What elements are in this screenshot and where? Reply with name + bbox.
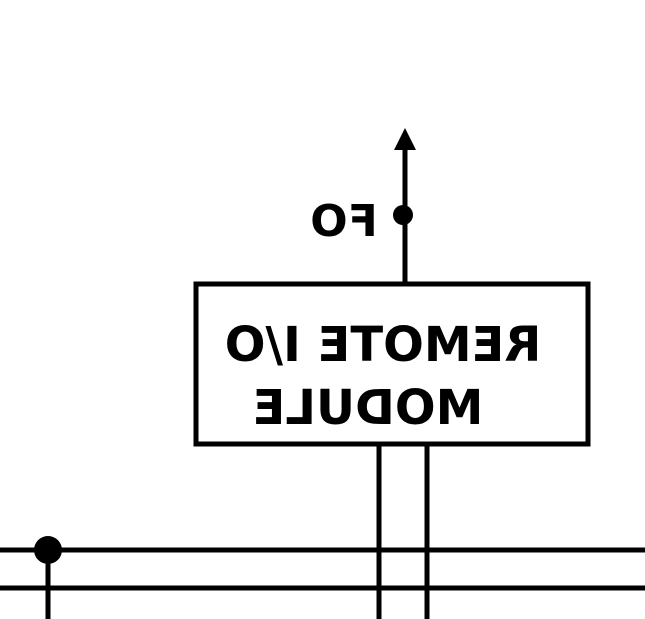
- fo-label: FO: [310, 196, 377, 247]
- fo-arrowhead-icon: [394, 128, 416, 150]
- remote-io-module-box: [193, 281, 591, 447]
- module-label-line-1: REMOTE I/O: [225, 317, 542, 373]
- module-label-line-2: MODULE: [253, 380, 484, 436]
- fo-junction-dot: [393, 205, 413, 225]
- bus-junction-dot: [34, 536, 62, 564]
